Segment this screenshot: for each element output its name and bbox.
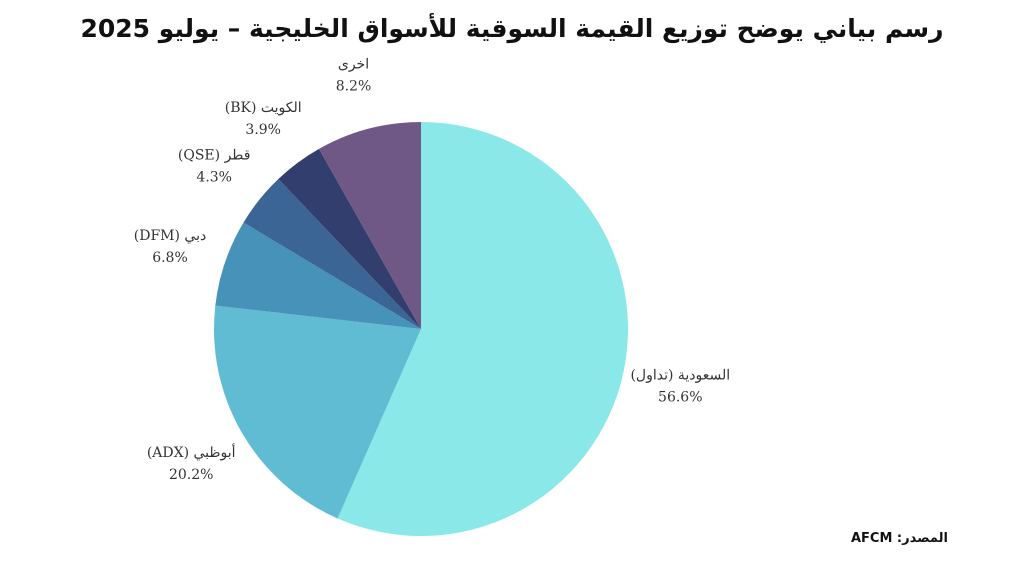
pie-slice-0 (337, 122, 629, 536)
pie-slice-1 (213, 305, 421, 519)
slice-value-1: 20.2% (169, 467, 213, 483)
slice-value-5: 8.2% (336, 79, 372, 95)
slice-label-4: الكويت (BK) (225, 100, 302, 116)
slice-label-0: السعودية (تداول) (630, 368, 730, 384)
source-note: المصدر: AFCM (850, 531, 948, 546)
slice-value-4: 3.9% (245, 122, 281, 138)
pie-slice-2 (215, 222, 421, 329)
slice-value-2: 6.8% (152, 250, 188, 266)
pie-slices (213, 122, 629, 536)
pie-labels: السعودية (تداول) 56.6% أبوظبي (ADX) 20.2% دب… (134, 57, 730, 483)
pie-slice-3 (243, 179, 421, 329)
pie-slice-4 (278, 148, 421, 329)
slice-label-3: قطر (QSE) (178, 147, 251, 163)
slice-label-2: دبي (DFM) (134, 228, 206, 244)
pie-slice-5 (319, 122, 421, 329)
slice-label-5: اخرى (338, 57, 369, 73)
slice-label-1: أبوظبي (ADX) (147, 442, 236, 461)
slice-value-3: 4.3% (196, 169, 232, 185)
chart-title: رسم بياني يوضح توزيع القيمة السوقية للأس… (80, 14, 944, 43)
slice-value-0: 56.6% (658, 390, 702, 406)
